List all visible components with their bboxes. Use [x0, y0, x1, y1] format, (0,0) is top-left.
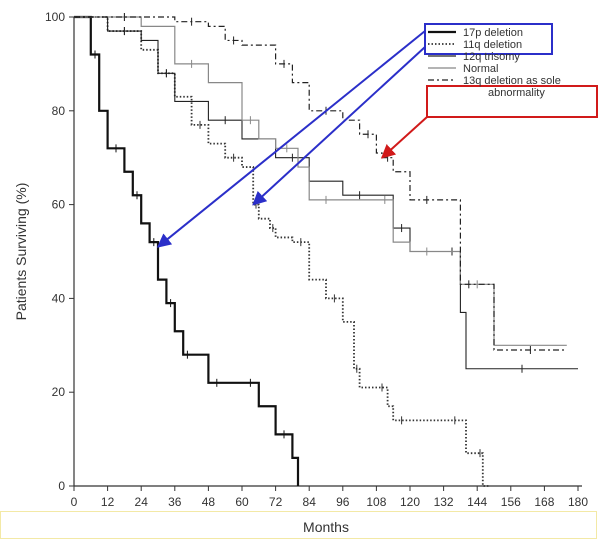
bottom-frame	[0, 511, 597, 539]
x-tick-label: 60	[235, 495, 249, 509]
x-tick-label: 36	[168, 495, 182, 509]
x-tick-label: 0	[71, 495, 78, 509]
x-tick-label: 156	[501, 495, 521, 509]
axes: 0 12 24 36 48 60 72 84 96 108 120 132 144 156 168 180 0 2…	[13, 10, 588, 535]
annotation-arrow-2	[252, 46, 426, 206]
legend-label: 13q deletion as sole	[463, 75, 561, 87]
series-line-4	[74, 16, 567, 346]
x-tick-label: 24	[135, 495, 149, 509]
x-axis-title: Months	[303, 519, 349, 535]
legend-label-line2: abnormality	[488, 87, 545, 99]
y-axis-title: Patients Surviving (%)	[13, 183, 29, 321]
series-layer	[74, 13, 578, 487]
annotation-box-red	[426, 85, 598, 118]
annotation-arrow-1	[156, 30, 426, 248]
x-tick-label: 168	[534, 495, 554, 509]
x-tick-label: 84	[303, 495, 317, 509]
y-tick-label: 20	[52, 385, 66, 399]
series-line-1	[74, 15, 300, 486]
legend-label: Normal	[463, 63, 498, 75]
x-tick-label: 132	[434, 495, 454, 509]
x-tick-label: 180	[568, 495, 588, 509]
annotation-box-blue	[424, 23, 553, 55]
y-tick-label: 100	[45, 10, 65, 24]
x-tick-label: 144	[467, 495, 487, 509]
x-tick-label: 108	[366, 495, 386, 509]
y-tick-label: 0	[58, 479, 65, 493]
x-tick-label: 12	[101, 495, 115, 509]
series-line-2	[74, 16, 489, 487]
x-tick-label: 72	[269, 495, 283, 509]
x-tick-label: 48	[202, 495, 216, 509]
annotation-arrow-3	[380, 116, 428, 159]
x-tick-label: 96	[336, 495, 350, 509]
series-line-5	[74, 16, 567, 351]
legend-label: 17p deletion	[463, 27, 523, 39]
y-tick-label: 80	[52, 104, 66, 118]
y-tick-label: 40	[52, 291, 66, 305]
y-tick-label: 60	[52, 198, 66, 212]
series-line-3	[74, 16, 578, 370]
x-tick-label: 120	[400, 495, 420, 509]
legend-label: 12q trisomy	[463, 51, 520, 63]
annotation-layer	[156, 23, 598, 248]
legend-label: 11q deletion	[463, 39, 522, 51]
